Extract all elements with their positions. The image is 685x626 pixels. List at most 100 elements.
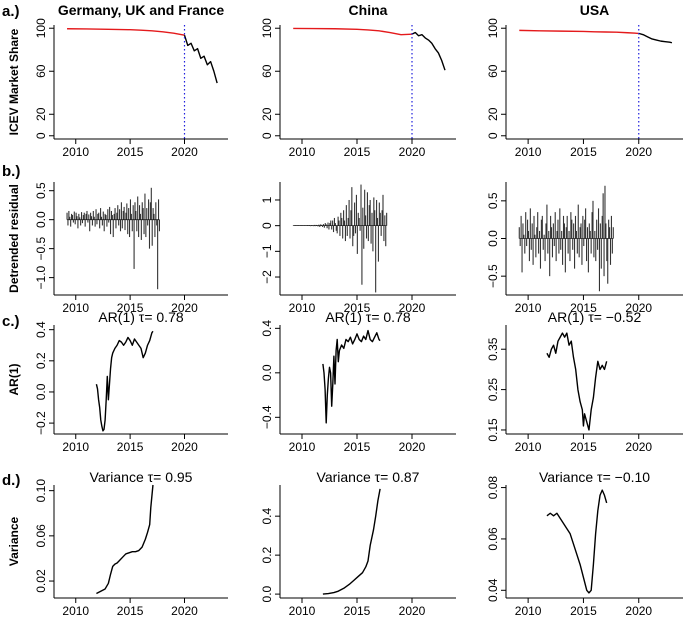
x-tick-label: 2015 [570,604,597,618]
y-tick-label: −0.4 [260,405,274,429]
x-tick-label: 2020 [399,440,426,454]
x-tick-label: 2015 [344,604,371,618]
y-tick-label: 0.15 [486,418,500,442]
series-line-variance [546,489,608,594]
y-tick-label: −0.5 [34,236,48,260]
x-tick-label: 2010 [62,145,89,159]
y-tick-label: −0.5 [486,264,500,288]
panel-c-1: 2010 2015 2020 −0.4 0.0 0.4 AR(1) τ= 0.78 [260,309,456,454]
y-axis-label: ICEV Market Share [7,28,21,135]
y-tick-label: 20 [486,107,500,121]
series-line-recent [183,35,218,84]
row-label-d: d.) [2,472,20,489]
y-tick-label: 0.0 [34,383,48,400]
x-tick-label: 2020 [171,440,198,454]
y-tick-label: 0.0 [486,230,500,247]
x-tick-label: 2010 [515,440,542,454]
y-tick-label: 0 [260,222,274,229]
panel-b-2: 2010 2015 2020 −0.5 0.0 0.5 [486,182,683,315]
y-tick-label: 0.10 [34,479,48,503]
x-tick-label: 2010 [62,301,89,315]
panel-a-1: 2010 2015 2020 0 20 60 100 China [260,2,456,159]
y-tick-label: 20 [260,107,274,121]
y-tick-label: 0.2 [260,546,274,563]
y-tick-label: 0.2 [34,352,48,369]
y-tick-label: 100 [486,18,500,38]
panel-d-0: 2010 2015 2020 0.02 0.06 0.10 Variance Variance… [7,469,228,618]
row-labels: a.) b.) c.) d.) [2,3,20,489]
y-tick-label: 0.0 [34,211,48,228]
row-label-b: b.) [2,163,20,180]
x-tick-label: 2010 [289,440,316,454]
series-line-ar1 [322,329,381,424]
panel-b-1: 2010 2015 2020 −2 −1 0 1 [260,182,456,315]
panel-title: China [349,2,388,18]
x-tick-label: 2010 [289,145,316,159]
x-tick-label: 2015 [117,604,144,618]
y-tick-label: 0.35 [486,337,500,361]
y-axis-label: AR(1) [7,363,21,395]
x-tick-label: 2015 [117,440,144,454]
x-tick-label: 2020 [171,145,198,159]
y-tick-label: 0.02 [34,569,48,593]
x-tick-label: 2015 [570,145,597,159]
panel-title: AR(1) τ= 0.78 [98,309,184,325]
y-tick-label: 0.04 [486,578,500,602]
y-tick-label: 60 [34,64,48,78]
y-tick-label: 0.5 [486,192,500,209]
y-tick-label: −1.0 [34,265,48,289]
x-tick-label: 2020 [171,604,198,618]
row-label-c: c.) [2,313,20,330]
panel-title: Variance τ= −0.10 [539,469,650,485]
y-tick-label: 0.06 [486,527,500,551]
panel-title: Variance τ= 0.87 [317,469,420,485]
panel-title: Variance τ= 0.95 [90,469,193,485]
series-line-historical [67,28,185,36]
y-tick-label: 0.4 [260,320,274,337]
y-tick-label: 0.25 [486,378,500,402]
x-tick-label: 2020 [171,301,198,315]
x-tick-label: 2020 [399,145,426,159]
x-tick-label: 2020 [625,604,652,618]
y-tick-label: −0.2 [34,411,48,435]
x-tick-label: 2020 [399,604,426,618]
y-tick-label: 0.0 [260,585,274,602]
x-tick-label: 2015 [344,301,371,315]
y-tick-label: 1 [260,196,274,203]
series-line-variance [322,488,381,595]
y-tick-label: 0 [260,132,274,139]
panel-title: AR(1) τ= −0.52 [548,309,642,325]
y-axis-label: Variance [7,516,21,566]
y-tick-label: 60 [486,64,500,78]
y-tick-label: 0.0 [260,364,274,381]
x-tick-label: 2015 [117,301,144,315]
panel-title: USA [580,2,610,18]
y-tick-label: −2 [260,270,274,284]
series-line-historical [293,27,413,36]
y-tick-label: 100 [260,18,274,38]
panel-title: AR(1) τ= 0.78 [325,309,411,325]
x-tick-label: 2010 [62,440,89,454]
x-tick-label: 2010 [62,604,89,618]
y-tick-label: 20 [34,107,48,121]
x-tick-label: 2010 [515,301,542,315]
y-tick-label: 100 [34,18,48,38]
y-tick-label: 0.06 [34,524,48,548]
panel-c-2: 2010 2015 2020 0.15 0.25 0.35 AR(1) τ= −0.52 [486,309,683,454]
row-label-a: a.) [2,3,20,20]
x-tick-label: 2015 [570,440,597,454]
x-tick-label: 2010 [515,145,542,159]
series-line-recent [638,32,673,44]
series-line-ar1 [95,330,154,432]
x-tick-label: 2010 [289,604,316,618]
x-tick-label: 2010 [289,301,316,315]
panel-a-0: 2010 2015 2020 0 20 60 100 ICEV Market Share Ger… [7,2,228,159]
y-tick-label: 0 [486,132,500,139]
series-line-variance [96,484,154,595]
y-tick-label: 0 [34,132,48,139]
x-tick-label: 2010 [515,604,542,618]
panel-a-2: 2010 2015 2020 0 20 60 100 USA [486,2,683,159]
x-tick-label: 2015 [344,440,371,454]
